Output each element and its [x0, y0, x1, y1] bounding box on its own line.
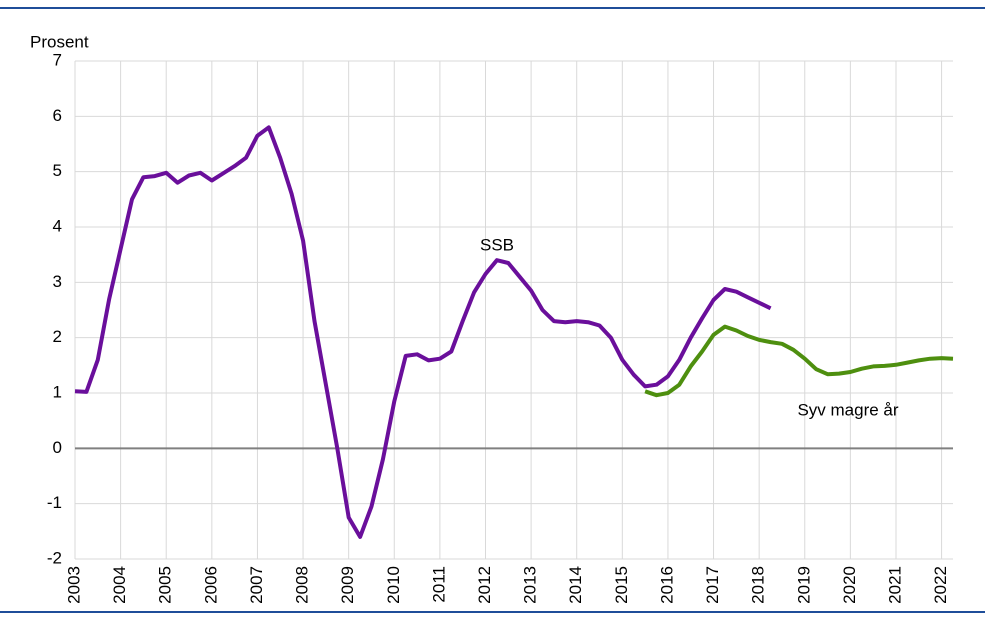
x-tick-label: 2007	[247, 566, 266, 604]
x-tick-label: 2005	[156, 566, 175, 604]
x-tick-label: 2020	[840, 566, 859, 604]
y-axis-label: Prosent	[30, 32, 89, 51]
y-tick-label: 3	[53, 272, 62, 291]
series-label: SSB	[480, 235, 514, 254]
x-tick-label: 2014	[566, 566, 585, 604]
x-tick-label: 2017	[703, 566, 722, 604]
x-tick-label: 2019	[794, 566, 813, 604]
y-tick-label: 0	[53, 438, 62, 457]
y-tick-label: 1	[53, 382, 62, 401]
x-tick-label: 2015	[612, 566, 631, 604]
x-tick-label: 2022	[931, 566, 950, 604]
x-tick-label: 2013	[521, 566, 540, 604]
series-line	[644, 324, 954, 398]
y-tick-label: 2	[53, 327, 62, 346]
x-tick-label: 2008	[293, 566, 312, 604]
x-tick-label: 2003	[64, 566, 83, 604]
y-tick-label: 4	[53, 216, 62, 235]
y-tick-label: -1	[47, 493, 62, 512]
series-line	[74, 125, 772, 539]
y-tick-label: 7	[53, 50, 62, 69]
x-tick-label: 2006	[201, 566, 220, 604]
x-tick-label: 2009	[338, 566, 357, 604]
x-tick-label: 2011	[429, 566, 448, 603]
x-tick-label: 2012	[475, 566, 494, 604]
x-tick-label: 2018	[749, 566, 768, 604]
y-tick-label: -2	[47, 548, 62, 567]
y-tick-label: 5	[53, 161, 62, 180]
x-tick-label: 2004	[110, 566, 129, 604]
series-label: Syv magre år	[797, 400, 898, 419]
x-tick-label: 2021	[885, 566, 904, 604]
x-tick-label: 2016	[657, 566, 676, 604]
x-tick-label: 2010	[384, 566, 403, 604]
y-tick-label: 6	[53, 106, 62, 125]
